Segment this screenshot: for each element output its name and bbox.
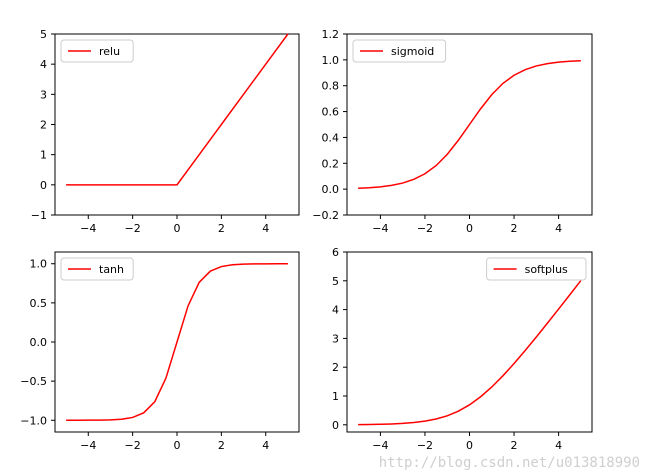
y-tick-label: 1.0: [322, 54, 340, 67]
watermark: http://blog.csdn.net/u013818990: [378, 455, 640, 471]
legend: sigmoid: [352, 39, 447, 63]
axes-frame: [346, 251, 593, 433]
x-tick-label: 4: [262, 222, 269, 235]
x-tick-label: 2: [511, 439, 518, 452]
y-tick-label: 1.2: [322, 28, 340, 41]
x-tick-label: −4: [80, 222, 96, 235]
legend: softplus: [486, 257, 587, 281]
x-tick-label: −4: [372, 439, 388, 452]
subplot-relu: −4 −2 0 2 4 −1 0 1 2 3 4 5 relu: [31, 28, 300, 235]
legend-label: tanh: [99, 263, 124, 276]
y-tick-label: 2: [332, 361, 339, 374]
y-tick-label: 1: [332, 390, 339, 403]
y-tick-label: 5: [40, 28, 47, 41]
x-tick-label: −2: [125, 439, 141, 452]
y-tick-label: 0.6: [322, 106, 340, 119]
x-tick-label: −2: [417, 222, 433, 235]
x-tick-label: 2: [218, 222, 225, 235]
series-line-relu: [66, 33, 289, 186]
subplot-tanh: −4 −2 0 2 4 −1.0 −0.5 0.0 0.5 1.0 tanh: [20, 251, 300, 452]
y-tick-label: 0: [332, 419, 339, 432]
y-tick-label: 0.5: [30, 297, 48, 310]
x-tick-label: −4: [372, 222, 388, 235]
x-tick-label: 0: [466, 222, 473, 235]
y-tick-label: 0.8: [322, 80, 340, 93]
subplot-sigmoid: −4 −2 0 2 4 −0.2 0.0 0.2 0.4 0.6 0.8 1.0 1.2 sigmoid: [312, 28, 593, 235]
series-line-tanh: [66, 262, 288, 422]
y-tick-label: −1: [31, 209, 47, 222]
y-tick-label: 4: [332, 304, 339, 317]
legend-label: softplus: [525, 263, 568, 276]
y-tick-label: 0.4: [322, 131, 340, 144]
subplot-softplus: −4 −2 0 2 4 0 1 2 3 4 5 6 softplus: [332, 246, 593, 452]
y-tick-label: −0.2: [312, 209, 339, 222]
legend-label: relu: [99, 45, 120, 58]
series-line-sigmoid: [358, 60, 581, 189]
x-tick-label: −4: [80, 439, 96, 452]
y-tick-label: 2: [40, 119, 47, 132]
x-tick-label: −2: [417, 439, 433, 452]
y-tick-label: 6: [332, 246, 339, 259]
x-tick-label: 4: [262, 439, 269, 452]
legend-label: sigmoid: [391, 45, 434, 58]
x-tick-label: 0: [174, 222, 181, 235]
series-line-softplus: [358, 280, 582, 426]
x-tick-label: 0: [466, 439, 473, 452]
y-tick-label: −0.5: [20, 375, 47, 388]
y-tick-label: 4: [40, 58, 47, 71]
y-tick-label: 0: [40, 179, 47, 192]
legend: tanh: [60, 257, 134, 281]
x-tick-label: 0: [174, 439, 181, 452]
y-tick-label: 0.2: [322, 157, 340, 170]
y-tick-label: −1.0: [20, 414, 47, 427]
x-tick-label: 4: [555, 222, 562, 235]
legend: relu: [60, 39, 134, 63]
x-tick-label: 2: [218, 439, 225, 452]
x-tick-label: −2: [125, 222, 141, 235]
y-tick-label: 1.0: [30, 258, 48, 271]
y-tick-label: 3: [332, 332, 339, 345]
y-tick-label: 0.0: [30, 336, 48, 349]
y-tick-label: 3: [40, 88, 47, 101]
x-tick-label: 2: [511, 222, 518, 235]
y-tick-label: 0.0: [322, 183, 340, 196]
x-tick-label: 4: [555, 439, 562, 452]
y-tick-label: 5: [332, 275, 339, 288]
y-tick-label: 1: [40, 149, 47, 162]
